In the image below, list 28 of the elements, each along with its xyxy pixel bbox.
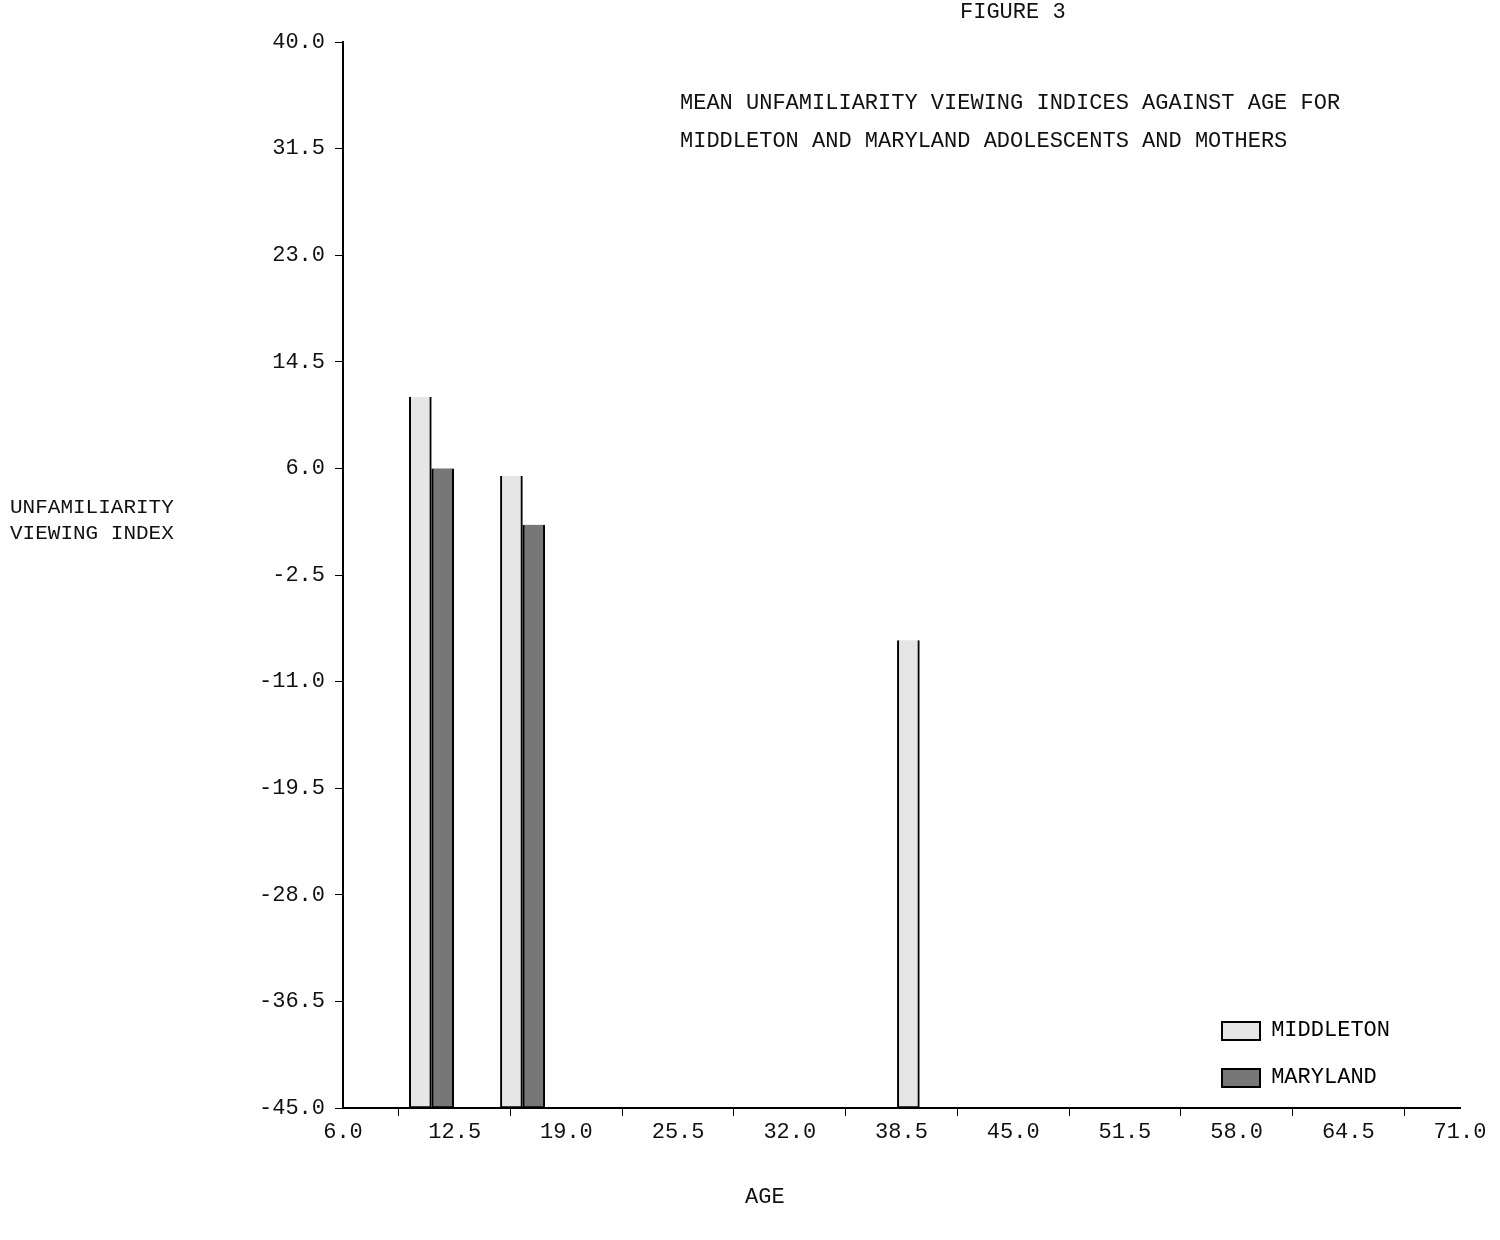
y-tick-label: -2.5 — [272, 562, 325, 588]
y-tick-label: -11.0 — [258, 669, 325, 695]
text: MEAN UNFAMILIARITY VIEWING INDICES AGAINST AGE FOR MIDDLETON AND MARYLAND ADOLESCENTS AND MOTHERS — [680, 90, 1342, 156]
y-tick-label: 6.0 — [285, 456, 325, 482]
x-tick-label: 6.0 — [323, 1120, 363, 1146]
y-tick-label: 40.0 — [272, 29, 325, 55]
x-tick-label: 64.5 — [1321, 1120, 1375, 1146]
x-tick-label: 71.0 — [1433, 1120, 1487, 1146]
y-tick-label: -36.5 — [258, 989, 325, 1015]
x-tick-label: 25.5 — [651, 1120, 705, 1146]
y-axis-title: UNFAMILIARITY VIEWING INDEX — [10, 495, 175, 547]
legend-label: MARYLAND — [1271, 1065, 1377, 1090]
y-tick-label: 31.5 — [272, 136, 325, 162]
chart-title: FIGURE 3 — [960, 0, 1066, 25]
x-tick-label: 45.0 — [986, 1120, 1040, 1146]
x-tick-label: 38.5 — [875, 1120, 928, 1146]
x-tick-label: 12.5 — [428, 1120, 482, 1146]
x-tick-label: 58.0 — [1210, 1120, 1264, 1146]
y-tick-label: 23.0 — [272, 243, 325, 269]
y-tick-label: -19.5 — [258, 776, 325, 802]
y-tick-label: -28.0 — [258, 882, 325, 908]
x-tick-label: 51.5 — [1098, 1120, 1152, 1146]
x-tick-label: 32.0 — [763, 1120, 817, 1146]
x-tick-label: 19.0 — [539, 1120, 593, 1146]
x-axis-title: AGE — [745, 1185, 785, 1210]
y-tick-label: -45.0 — [258, 1095, 325, 1121]
y-tick-label: 14.5 — [272, 349, 325, 375]
legend-label: MIDDLETON — [1271, 1018, 1390, 1043]
